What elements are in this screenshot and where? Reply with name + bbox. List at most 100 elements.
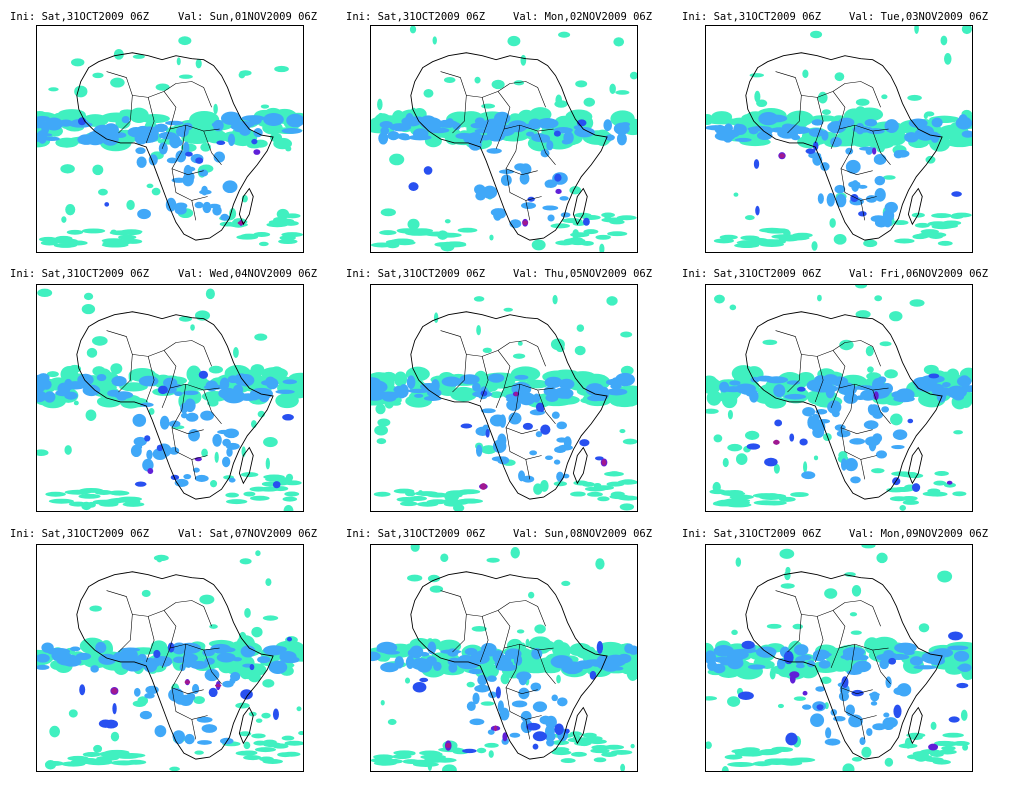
precip-cell-moderate xyxy=(220,213,230,221)
precip-cell-strong xyxy=(408,182,419,191)
precip-cell-strong xyxy=(249,663,255,671)
precip-cell-light xyxy=(889,496,908,502)
precip-cell-moderate xyxy=(776,658,786,670)
precip-cell-moderate xyxy=(883,712,890,718)
precip-cell-light xyxy=(427,574,441,583)
precip-cell-light xyxy=(283,504,294,511)
precip-cell-light xyxy=(193,696,205,704)
precip-cell-strong xyxy=(812,141,819,151)
precip-cell-light xyxy=(226,499,248,505)
precip-cell-strong xyxy=(251,138,258,145)
precip-cell-strong xyxy=(928,373,940,379)
precip-cell-moderate xyxy=(531,133,547,142)
precip-cell-moderate xyxy=(793,644,809,656)
precip-cell-moderate xyxy=(522,123,537,130)
precip-cell-light xyxy=(284,740,303,746)
precip-cell-moderate xyxy=(193,467,200,473)
precip-cell-light xyxy=(376,438,387,445)
country-border xyxy=(775,71,846,98)
precip-cell-light xyxy=(731,629,738,636)
precip-cell-moderate xyxy=(535,431,543,438)
precip-cell-moderate xyxy=(222,180,238,194)
precip-cell-light xyxy=(92,366,106,377)
precip-cell-moderate xyxy=(556,471,564,482)
precip-cell-moderate xyxy=(468,668,483,675)
precip-cell-light xyxy=(371,757,395,763)
precip-cell-light xyxy=(534,624,546,634)
precip-cell-light xyxy=(894,238,915,244)
country-border xyxy=(537,649,556,684)
precip-cell-moderate xyxy=(810,379,833,393)
precip-cell-light xyxy=(60,164,75,174)
precip-cell-heavy xyxy=(872,147,877,155)
precip-cell-heavy xyxy=(502,732,508,742)
country-border xyxy=(452,354,467,393)
precip-cell-strong xyxy=(79,684,86,696)
precip-cell-light xyxy=(601,212,615,218)
precip-cell-light xyxy=(740,747,760,753)
precip-cell-moderate xyxy=(947,645,969,651)
precip-cell-moderate xyxy=(95,641,107,654)
precip-cell-moderate xyxy=(616,132,627,146)
precip-cell-light xyxy=(126,199,135,211)
precip-cell-moderate xyxy=(560,212,571,218)
precip-cell-moderate xyxy=(826,193,835,207)
country-border xyxy=(537,130,556,165)
precip-cell-light xyxy=(440,553,449,563)
precip-cell-light xyxy=(243,491,256,497)
precip-cell-moderate xyxy=(211,121,224,128)
precip-cell-moderate xyxy=(228,477,236,483)
precip-cell-light xyxy=(597,496,610,502)
precip-cell-light xyxy=(764,759,790,765)
precip-cell-moderate xyxy=(378,132,389,145)
precip-cell-moderate xyxy=(134,132,149,145)
precip-cell-light xyxy=(713,238,735,244)
precip-cell-strong xyxy=(153,649,161,659)
precip-cell-light xyxy=(855,285,868,289)
precip-cell-light xyxy=(889,311,903,322)
precip-cell-moderate xyxy=(876,654,893,661)
precip-cell-moderate xyxy=(518,392,536,406)
precip-cell-light xyxy=(118,234,137,240)
precip-cell-light xyxy=(519,642,527,654)
precip-cell-moderate xyxy=(857,184,868,189)
precip-cell-moderate xyxy=(831,409,840,418)
precip-cell-light xyxy=(78,493,101,499)
precip-cell-moderate xyxy=(286,113,303,128)
precip-cell-moderate xyxy=(493,111,511,125)
precip-cell-moderate xyxy=(885,676,892,689)
precip-cell-moderate xyxy=(169,446,180,455)
precip-cell-light xyxy=(260,367,288,380)
precip-cell-moderate xyxy=(380,662,399,673)
precip-cell-light xyxy=(45,491,66,497)
precip-cell-moderate xyxy=(499,414,507,428)
precip-cell-light xyxy=(912,233,929,239)
precip-cell-light xyxy=(932,759,951,765)
precip-cell-light xyxy=(851,584,862,597)
precip-cell-strong xyxy=(594,456,604,461)
precip-cell-light xyxy=(480,701,495,706)
country-border xyxy=(775,330,846,357)
precip-cell-light xyxy=(263,474,285,480)
precip-cell-light xyxy=(738,240,766,246)
precip-cell-light xyxy=(942,732,964,738)
precip-cell-light xyxy=(169,766,180,771)
precip-cell-moderate xyxy=(557,697,568,707)
precip-cell-light xyxy=(813,455,819,461)
precip-cell-moderate xyxy=(931,387,953,397)
precip-cell-moderate xyxy=(521,475,535,483)
precip-cell-light xyxy=(911,212,925,218)
precip-cell-moderate xyxy=(410,657,431,670)
precip-cell-light xyxy=(433,757,457,763)
precip-cell-light xyxy=(396,228,418,234)
africa-coastline xyxy=(410,311,608,500)
precip-cell-light xyxy=(943,482,956,488)
precip-cell-light xyxy=(284,213,301,219)
precip-cell-moderate xyxy=(55,389,71,397)
precip-cell-light xyxy=(73,400,79,406)
precip-cell-moderate xyxy=(480,408,496,414)
precip-cell-light xyxy=(444,242,467,248)
precip-cell-moderate xyxy=(558,378,575,390)
precip-cell-light xyxy=(555,240,575,246)
precip-cell-light xyxy=(944,53,952,65)
